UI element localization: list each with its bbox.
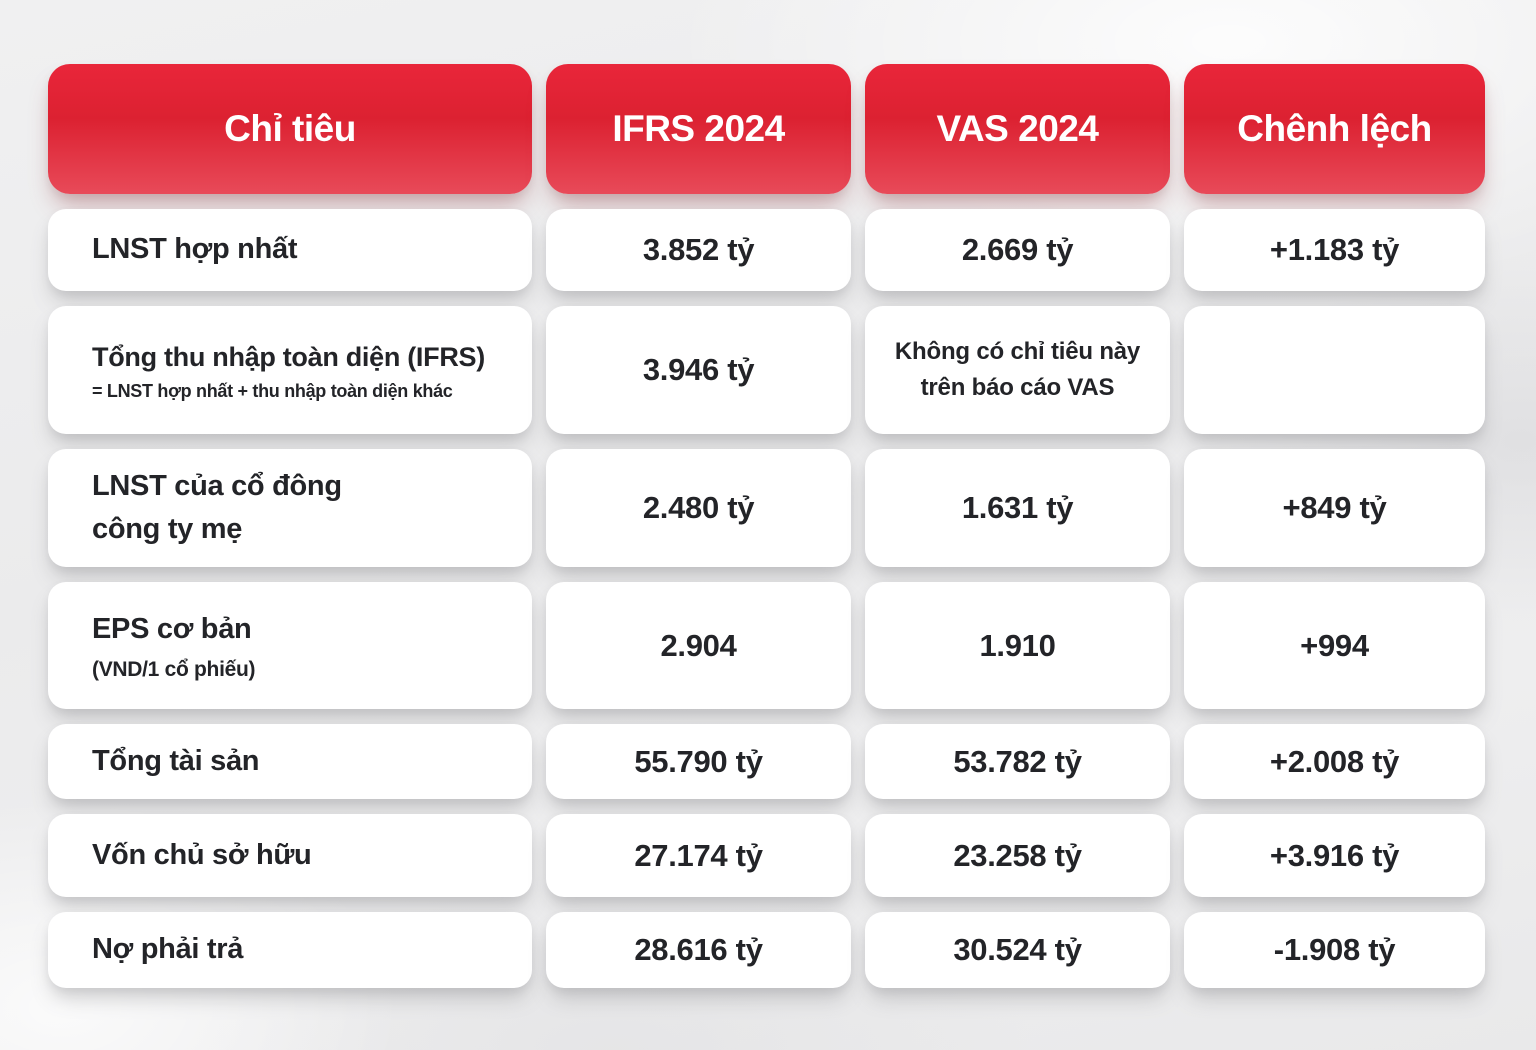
ifrs-value-cell: 28.616 tỷ [546, 912, 851, 988]
diff-value-cell: -1.908 tỷ [1184, 912, 1485, 988]
row-label: Tổng thu nhập toàn diện (IFRS) [92, 342, 485, 373]
row-label-cell: Tổng thu nhập toàn diện (IFRS) = LNST hợ… [48, 306, 532, 434]
diff-value-cell: +849 tỷ [1184, 449, 1485, 567]
ifrs-value-cell: 27.174 tỷ [546, 814, 851, 897]
row-label-cell: Tổng tài sản [48, 724, 532, 799]
row-label-cell: LNST của cổ đông công ty mẹ [48, 449, 532, 567]
header-cell-ifrs-2024: IFRS 2024 [546, 64, 851, 194]
row-label: Vốn chủ sở hữu [92, 838, 312, 871]
diff-value-cell: +1.183 tỷ [1184, 209, 1485, 291]
header-cell-indicator: Chỉ tiêu [48, 64, 532, 194]
ifrs-value-cell: 2.904 [546, 582, 851, 709]
ifrs-value-cell: 2.480 tỷ [546, 449, 851, 567]
vas-value-cell: 30.524 tỷ [865, 912, 1170, 988]
ifrs-value-cell: 3.852 tỷ [546, 209, 851, 291]
diff-value-cell: +3.916 tỷ [1184, 814, 1485, 897]
vas-value-cell: 2.669 tỷ [865, 209, 1170, 291]
diff-value-cell: +2.008 tỷ [1184, 724, 1485, 799]
row-label-cell: Vốn chủ sở hữu [48, 814, 532, 897]
vas-note-cell: Không có chỉ tiêu này trên báo cáo VAS [865, 306, 1170, 434]
vas-value-cell: 53.782 tỷ [865, 724, 1170, 799]
row-label: LNST hợp nhất [92, 233, 298, 266]
row-label-cell: EPS cơ bản (VND/1 cổ phiếu) [48, 582, 532, 709]
ifrs-value-cell: 55.790 tỷ [546, 724, 851, 799]
diff-empty-cell [1184, 306, 1485, 434]
ifrs-value-cell: 3.946 tỷ [546, 306, 851, 434]
row-label: LNST của cổ đông công ty mẹ [92, 469, 342, 546]
row-label: Nợ phải trả [92, 933, 244, 966]
ifrs-vas-comparison-table: Chỉ tiêu IFRS 2024 VAS 2024 Chênh lệch L… [48, 64, 1485, 988]
row-label: Tổng tài sản [92, 744, 260, 777]
row-label: EPS cơ bản [92, 613, 252, 646]
diff-value-cell: +994 [1184, 582, 1485, 709]
vas-value-cell: 23.258 tỷ [865, 814, 1170, 897]
vas-value-cell: 1.910 [865, 582, 1170, 709]
row-label-cell: LNST hợp nhất [48, 209, 532, 291]
header-cell-vas-2024: VAS 2024 [865, 64, 1170, 194]
header-cell-difference: Chênh lệch [1184, 64, 1485, 194]
row-sublabel: = LNST hợp nhất + thu nhập toàn diện khá… [92, 380, 453, 401]
vas-value-cell: 1.631 tỷ [865, 449, 1170, 567]
row-sublabel: (VND/1 cổ phiếu) [92, 657, 256, 681]
row-label-cell: Nợ phải trả [48, 912, 532, 988]
